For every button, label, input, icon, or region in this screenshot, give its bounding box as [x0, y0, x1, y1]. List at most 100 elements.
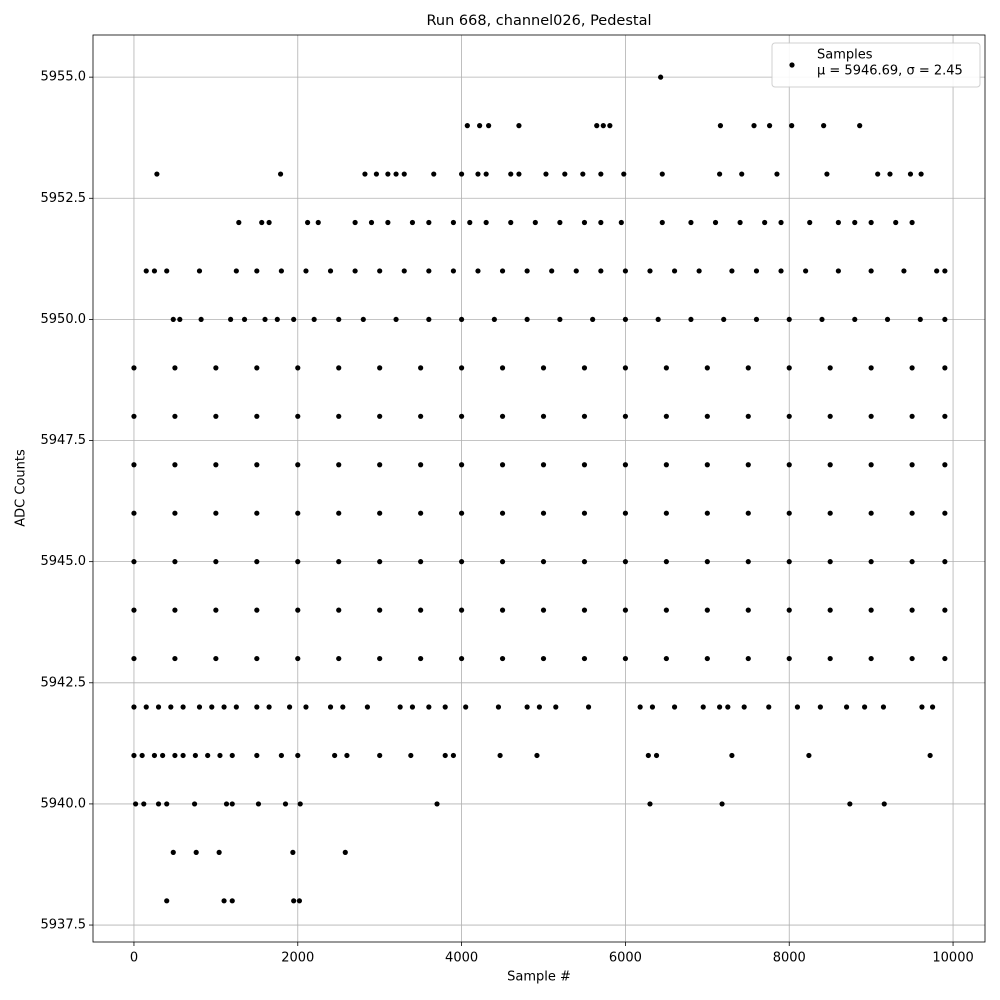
sample-point — [737, 219, 743, 226]
sample-point — [621, 171, 627, 177]
sample-point — [745, 510, 751, 516]
sample-point — [942, 316, 948, 323]
sample-point — [827, 510, 833, 516]
sample-point — [377, 462, 383, 468]
sample-point — [700, 704, 706, 710]
sample-point — [295, 607, 301, 613]
sample-point — [336, 559, 342, 565]
sample-point — [213, 607, 219, 613]
sample-point — [401, 268, 407, 274]
sample-point — [753, 316, 760, 323]
sample-point — [491, 316, 497, 323]
sample-point — [401, 171, 407, 177]
sample-point — [458, 510, 465, 516]
sample-point — [622, 268, 629, 274]
sample-point — [290, 849, 296, 855]
sample-point — [516, 171, 522, 177]
sample-point — [868, 559, 874, 565]
sample-point — [266, 219, 272, 226]
sample-point — [540, 607, 547, 613]
sample-point — [852, 316, 858, 323]
sample-point — [418, 510, 424, 516]
x-tick-label: 0 — [130, 951, 138, 966]
sample-point — [540, 365, 547, 371]
sample-point — [172, 559, 178, 565]
sample-point — [177, 316, 183, 323]
sample-point — [745, 607, 751, 613]
sample-point — [131, 607, 137, 613]
sample-point — [196, 268, 203, 274]
sample-point — [131, 462, 137, 468]
sample-point — [458, 413, 465, 419]
sample-point — [942, 607, 948, 613]
sample-point — [385, 171, 391, 177]
sample-point — [549, 268, 555, 274]
sample-point — [688, 219, 694, 226]
sample-point — [254, 559, 260, 565]
sample-point — [540, 559, 547, 565]
sample-point — [704, 510, 710, 516]
sample-point — [191, 801, 198, 807]
sample-point — [213, 510, 219, 516]
sample-point — [719, 801, 725, 807]
sample-point — [223, 801, 230, 807]
sample-point — [377, 413, 383, 419]
sample-point — [486, 123, 492, 129]
sample-point — [827, 607, 833, 613]
sample-point — [857, 123, 863, 129]
sample-point — [426, 316, 432, 323]
sample-point — [213, 462, 219, 468]
sample-point — [170, 316, 176, 323]
sample-point — [139, 752, 145, 759]
sample-point — [193, 849, 199, 855]
sample-point — [131, 752, 137, 759]
sample-point — [458, 365, 465, 371]
sample-point — [160, 752, 166, 759]
sample-point — [717, 704, 723, 710]
sample-point — [131, 655, 137, 662]
plot-frame — [92, 34, 986, 943]
sample-point — [524, 316, 530, 323]
sample-point — [712, 219, 719, 226]
sample-point — [286, 704, 293, 710]
sample-point — [408, 752, 414, 759]
sample-point — [717, 123, 724, 129]
sample-point — [729, 752, 735, 759]
sample-point — [717, 171, 723, 177]
sample-point — [475, 171, 481, 177]
sample-point — [418, 365, 424, 371]
sample-point — [131, 365, 137, 371]
sample-point — [581, 655, 588, 662]
sample-point — [295, 413, 301, 419]
sample-point — [741, 704, 747, 710]
sample-point — [909, 462, 915, 468]
sample-point — [861, 704, 868, 710]
sample-point — [132, 801, 139, 807]
sample-point — [581, 219, 588, 226]
sample-point — [942, 655, 948, 662]
sample-point — [794, 704, 801, 710]
sample-point — [233, 268, 239, 274]
sample-point — [295, 559, 301, 565]
sample-point — [311, 316, 317, 323]
chart-title: Run 668, channel026, Pedestal — [426, 13, 651, 29]
sample-point — [327, 704, 334, 710]
sample-point — [327, 268, 334, 274]
sample-point — [458, 607, 465, 613]
sample-point — [172, 655, 178, 662]
sample-point — [499, 559, 506, 565]
sample-point — [942, 510, 948, 516]
sample-point — [557, 316, 563, 323]
sample-point — [729, 268, 735, 274]
sample-point — [508, 171, 514, 177]
sample-point — [336, 655, 342, 662]
sample-point — [540, 655, 547, 662]
sample-point — [241, 316, 248, 323]
legend-box — [771, 42, 981, 88]
sample-point — [254, 752, 260, 759]
sample-point — [336, 510, 342, 516]
sample-point — [868, 462, 874, 468]
sample-point — [499, 655, 506, 662]
sample-point — [450, 219, 457, 226]
